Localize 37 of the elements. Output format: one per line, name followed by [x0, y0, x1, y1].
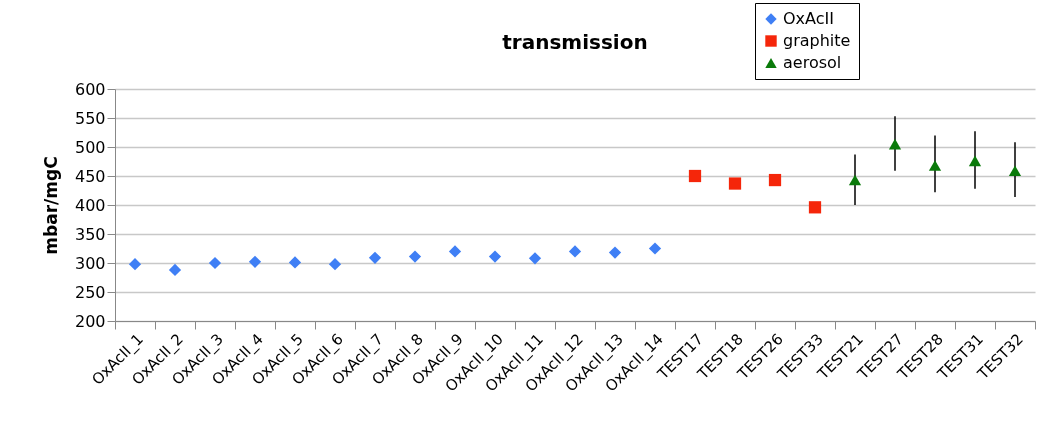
- point: [1008, 165, 1022, 177]
- point: [128, 258, 142, 271]
- y-tick-label: 550: [74, 108, 106, 128]
- point: [688, 169, 702, 183]
- point: [968, 155, 982, 167]
- y-tick-label: 500: [74, 137, 106, 157]
- point: [728, 177, 742, 190]
- point: [408, 250, 422, 263]
- point: [528, 252, 542, 265]
- legend-label: OxAcII: [783, 9, 834, 28]
- point: [488, 250, 502, 263]
- point: [808, 201, 822, 214]
- chart-title: transmission: [502, 29, 648, 54]
- point: [168, 263, 182, 277]
- y-axis-title: mbar/mgC: [40, 156, 61, 255]
- y-tick-label: 200: [74, 311, 106, 331]
- point: [208, 256, 222, 270]
- point: [448, 245, 462, 258]
- legend-label: aerosol: [783, 53, 842, 72]
- point: [568, 245, 582, 258]
- point: [648, 242, 662, 255]
- point: [768, 173, 782, 187]
- point: [248, 255, 262, 268]
- y-tick-label: 350: [74, 224, 106, 244]
- y-tick-label: 600: [74, 79, 106, 99]
- point: [888, 138, 902, 150]
- y-tick-label: 300: [74, 253, 106, 273]
- point: [288, 256, 302, 269]
- point: [928, 160, 942, 171]
- point: [328, 258, 342, 271]
- point: [848, 174, 862, 186]
- point: [608, 246, 622, 259]
- legend-label: graphite: [783, 31, 851, 50]
- y-tick-label: 450: [74, 166, 106, 186]
- point: [368, 251, 382, 264]
- y-tick-label: 400: [74, 195, 106, 215]
- y-tick-label: 250: [74, 282, 106, 302]
